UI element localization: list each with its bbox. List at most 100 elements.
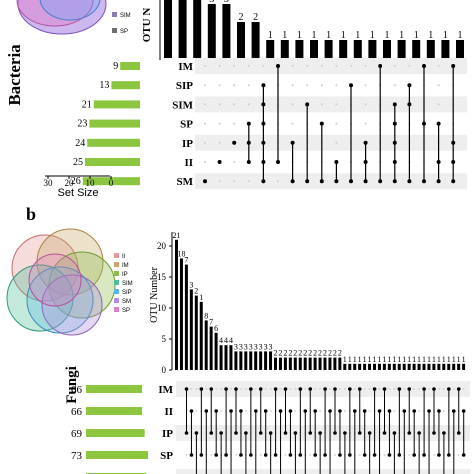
panel-b-venn: [6, 228, 116, 336]
a-set-size-value: 26: [71, 176, 81, 187]
a-dot-inactive: [277, 180, 279, 183]
b-set-size-value: 73: [71, 450, 83, 462]
a-dot-inactive: [218, 65, 221, 67]
b-dot-inactive: [378, 388, 381, 390]
b-bar-label: 1: [432, 355, 436, 364]
b-y-tick-label: 0: [162, 365, 167, 375]
panel-a: SIM SP Bacteria OTU N 332211111111111111…: [5, 0, 467, 199]
b-bar-label: 2: [338, 349, 342, 358]
a-dot-inactive: [437, 84, 440, 87]
b-intersection-bar: [224, 345, 228, 370]
b-intersection-bar: [363, 363, 367, 370]
b-intersection-bar: [288, 357, 292, 370]
b-bar-label: 1: [382, 355, 386, 364]
b-legend-swatch: [114, 289, 119, 294]
a-bar-label: 1: [268, 30, 273, 41]
b-bar-label: 1: [407, 355, 411, 364]
b-dot-inactive: [240, 388, 242, 390]
a-bar-label: 1: [414, 30, 419, 41]
a-dot-inactive: [320, 84, 323, 87]
b-dot-inactive: [289, 388, 292, 390]
a-bar-label: 1: [399, 30, 404, 41]
a-set-size-bar: [82, 177, 140, 186]
b-dot-inactive: [254, 388, 257, 390]
a-dot-inactive: [393, 65, 396, 67]
b-dot-inactive: [314, 388, 317, 390]
b-dot-inactive: [220, 388, 223, 390]
b-y-tick-label: 15: [157, 272, 167, 282]
b-bar-label: 1: [412, 355, 416, 364]
panel-a-set-size-bars: 9 13 21 23 24 25 26: [71, 61, 140, 187]
b-legend-label: SIM: [122, 281, 133, 287]
b-bar-label: 1: [437, 355, 441, 364]
b-intersection-bar: [392, 363, 396, 370]
b-bar-label: 2: [283, 349, 287, 358]
b-intersection-bar: [293, 357, 297, 370]
a-setsize-tick-label: 30: [44, 178, 54, 188]
b-bar-label: 1: [368, 355, 372, 364]
b-dot-inactive: [220, 410, 223, 412]
b-bar-label: 1: [422, 355, 426, 364]
b-set-size-bar: [86, 385, 143, 393]
b-bar-label: 3: [239, 342, 243, 351]
a-dot-inactive: [335, 103, 338, 106]
a-bar-label: 2: [253, 12, 258, 23]
b-matrix-stripe: [176, 469, 470, 474]
a-matrix-stripe: [195, 58, 467, 74]
a-intersection-bar: [412, 40, 421, 58]
b-intersection-bar: [264, 351, 268, 370]
a-dot-inactive: [437, 103, 440, 106]
b-bar-label: 1: [353, 355, 357, 364]
b-bar-label: 1: [377, 355, 381, 364]
b-bar-label: 1: [457, 355, 461, 364]
b-intersection-bar: [338, 357, 342, 370]
panel-b-set-size-bars: 66 66 69 73 71: [71, 384, 149, 474]
a-set-name: IP: [182, 138, 193, 150]
b-dot-inactive: [438, 388, 440, 390]
b-bar-label: 1: [417, 355, 421, 364]
b-intersection-bar: [447, 363, 451, 370]
b-dot-inactive: [230, 388, 232, 390]
b-intersection-bar: [387, 363, 391, 370]
a-set-size-value: 13: [99, 80, 109, 91]
b-dot-inactive: [210, 454, 213, 456]
b-set-size-bar: [86, 451, 149, 459]
b-intersection-bar: [407, 363, 411, 370]
b-dot-inactive: [319, 410, 322, 412]
b-bar-label: 2: [293, 349, 297, 358]
a-dot-inactive: [335, 122, 338, 125]
b-intersection-bar: [343, 363, 347, 370]
b-y-tick-label: 20: [157, 241, 167, 251]
a-intersection-bar: [295, 40, 304, 58]
a-dot-active: [217, 160, 222, 164]
b-intersection-bar: [427, 363, 431, 370]
b-set-size-bar: [86, 429, 145, 437]
b-bar-label: 1: [363, 355, 367, 364]
b-dot-inactive: [403, 388, 406, 390]
b-bar-label: 4: [224, 336, 228, 345]
panel-b-legend: II IM IP SIM SIP SM SP: [114, 253, 133, 314]
b-bar-label: 2: [323, 349, 327, 358]
a-intersection-bar: [353, 40, 362, 58]
fungi-label: Fungi: [64, 366, 80, 404]
b-set-size-value: 66: [71, 406, 83, 418]
a-bar-label: 3: [209, 0, 214, 5]
b-bar-label: 2: [333, 349, 337, 358]
b-dot-inactive: [190, 388, 193, 390]
b-dot-inactive: [457, 454, 460, 456]
b-intersection-bar: [175, 239, 178, 370]
b-bar-label: 8: [204, 311, 208, 320]
a-intersection-bar: [426, 40, 435, 58]
b-dot-inactive: [452, 388, 455, 390]
b-bar-label: 6: [214, 324, 218, 333]
b-legend-label: SP: [122, 308, 130, 314]
b-dot-inactive: [358, 454, 361, 456]
a-bar-label: 1: [282, 30, 287, 41]
a-dot-inactive: [233, 65, 236, 67]
b-intersection-bar: [244, 351, 248, 370]
a-dot-inactive: [204, 65, 206, 67]
a-set-size-bar: [85, 158, 140, 166]
a-bar-label: 1: [297, 30, 302, 41]
a-bar-label: 1: [443, 30, 448, 41]
b-intersection-bar: [234, 351, 238, 370]
